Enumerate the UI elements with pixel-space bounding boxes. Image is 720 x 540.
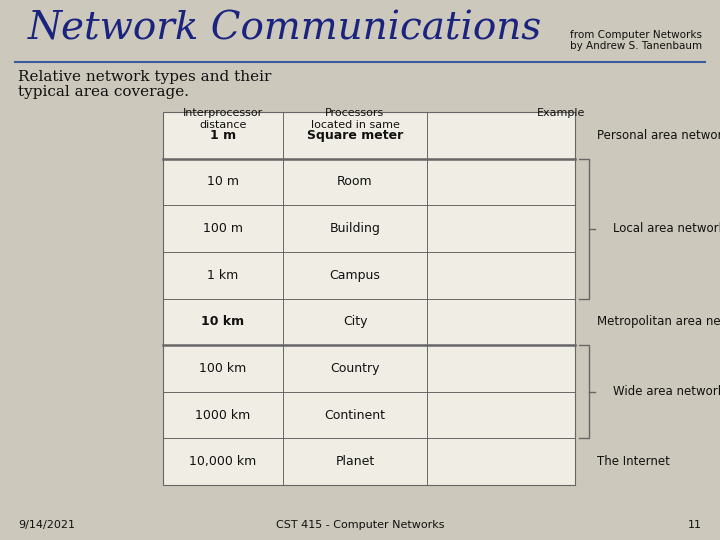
Text: Network Communications: Network Communications [28, 11, 542, 48]
Text: 10,000 km: 10,000 km [189, 455, 256, 468]
Text: 1 m: 1 m [210, 129, 236, 142]
Text: Example: Example [537, 108, 585, 118]
Text: 11: 11 [688, 520, 702, 530]
Text: Personal area network: Personal area network [597, 129, 720, 142]
Text: Metropolitan area network: Metropolitan area network [597, 315, 720, 328]
Text: 10 m: 10 m [207, 176, 239, 188]
Text: Relative network types and their: Relative network types and their [18, 70, 271, 84]
Text: 100 km: 100 km [199, 362, 247, 375]
Text: Processors
located in same: Processors located in same [310, 108, 400, 130]
Text: CST 415 - Computer Networks: CST 415 - Computer Networks [276, 520, 444, 530]
Text: by Andrew S. Tanenbaum: by Andrew S. Tanenbaum [570, 41, 702, 51]
Text: from Computer Networks: from Computer Networks [570, 30, 702, 40]
Text: 1000 km: 1000 km [195, 409, 251, 422]
Text: 10 km: 10 km [202, 315, 245, 328]
Text: Room: Room [337, 176, 373, 188]
Bar [163, 112, 575, 485]
Text: Wide area network: Wide area network [613, 385, 720, 399]
Text: City: City [343, 315, 367, 328]
Text: Square meter: Square meter [307, 129, 403, 142]
Text: Local area network: Local area network [613, 222, 720, 235]
Text: typical area coverage.: typical area coverage. [18, 85, 189, 99]
Text: Continent: Continent [325, 409, 385, 422]
Text: Building: Building [330, 222, 380, 235]
Text: Planet: Planet [336, 455, 374, 468]
Text: 9/14/2021: 9/14/2021 [18, 520, 75, 530]
Text: 100 m: 100 m [203, 222, 243, 235]
Text: The Internet: The Internet [597, 455, 670, 468]
Text: Country: Country [330, 362, 379, 375]
Text: Interprocessor
distance: Interprocessor distance [183, 108, 263, 130]
Text: 1 km: 1 km [207, 269, 238, 282]
Text: Campus: Campus [330, 269, 380, 282]
